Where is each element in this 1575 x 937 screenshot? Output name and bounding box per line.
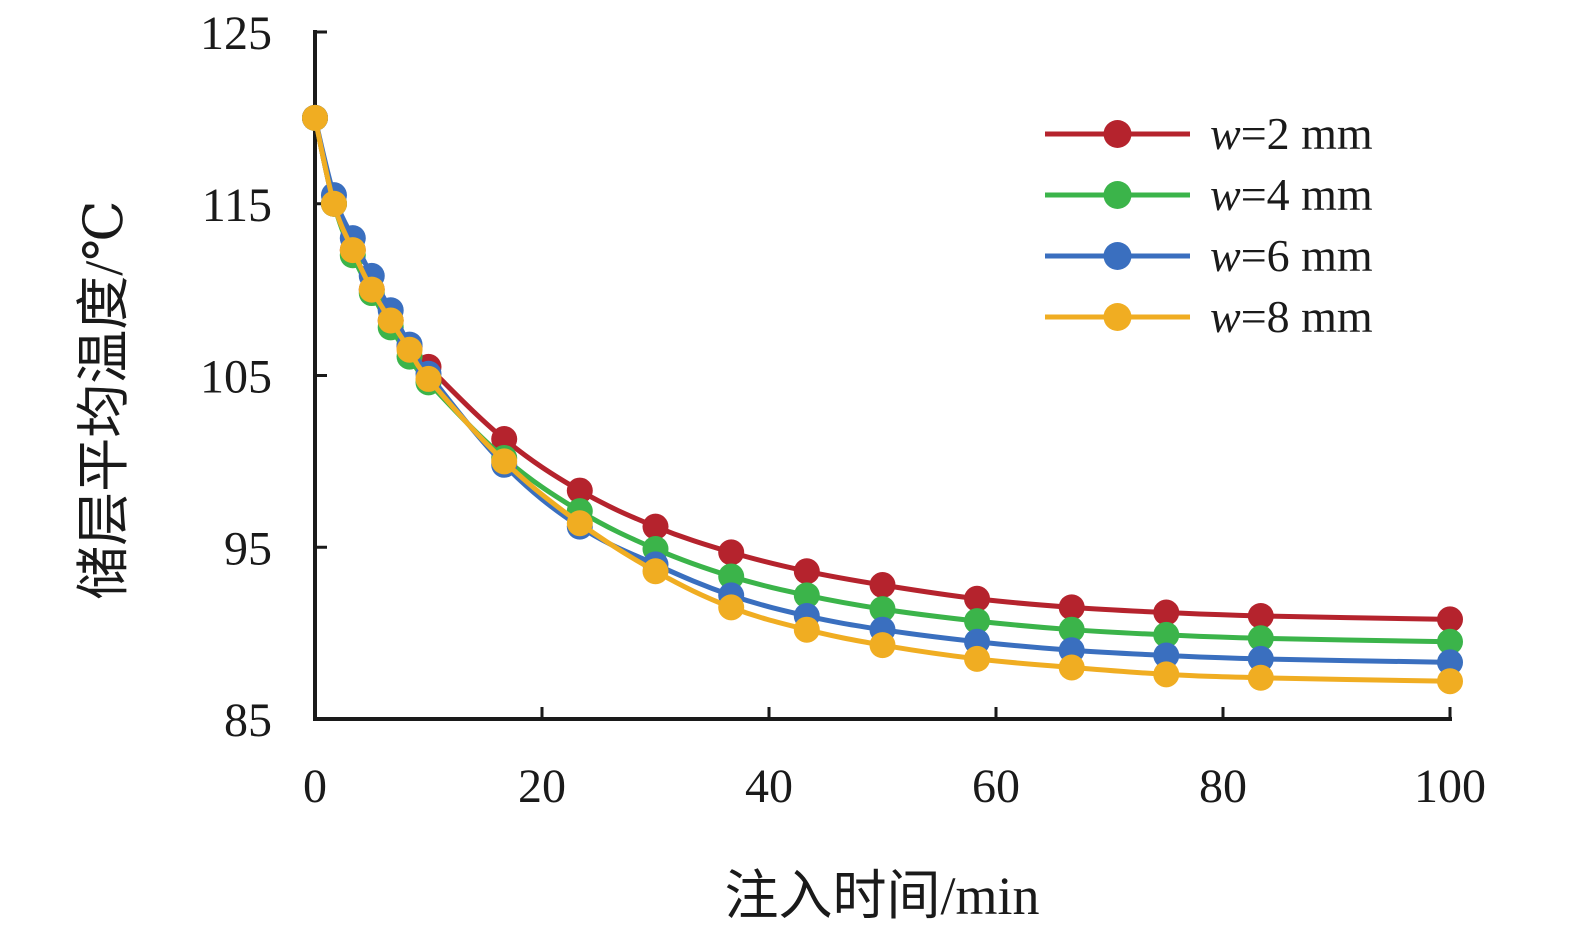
data-point bbox=[396, 336, 423, 363]
x-tick-label: 100 bbox=[1414, 760, 1486, 813]
data-point bbox=[1437, 628, 1463, 655]
data-point bbox=[964, 608, 991, 635]
legend-label-value: =8 mm bbox=[1241, 291, 1373, 342]
data-point bbox=[964, 585, 991, 612]
data-point bbox=[1247, 625, 1274, 652]
legend-swatch-marker bbox=[1103, 242, 1132, 270]
legend-swatch-marker bbox=[1103, 120, 1132, 148]
legend-label: w=8 mm bbox=[1210, 291, 1373, 342]
data-point bbox=[642, 558, 669, 585]
legend-item: w=2 mm bbox=[1045, 108, 1373, 159]
data-point bbox=[377, 307, 404, 334]
data-point bbox=[1437, 668, 1463, 695]
legend-label-variable: w bbox=[1210, 291, 1241, 342]
data-point bbox=[1153, 642, 1180, 669]
data-point bbox=[1247, 645, 1274, 672]
data-point bbox=[718, 563, 745, 590]
data-point bbox=[718, 539, 745, 566]
data-point bbox=[793, 558, 820, 585]
y-tick-label: 105 bbox=[200, 351, 272, 404]
legend-item: w=8 mm bbox=[1045, 291, 1373, 342]
x-ticks: 0 20 40 60 80 100 bbox=[303, 707, 1486, 813]
data-point bbox=[320, 190, 347, 217]
x-tick-label: 80 bbox=[1199, 760, 1247, 813]
y-axis-title: 储层平均温度/℃ bbox=[74, 200, 134, 599]
legend-label: w=6 mm bbox=[1210, 230, 1373, 281]
x-axis-title: 注入时间/min bbox=[724, 866, 1039, 926]
data-point bbox=[302, 104, 328, 131]
legend-label-value: =2 mm bbox=[1241, 108, 1373, 159]
data-point bbox=[1058, 594, 1085, 621]
data-point bbox=[415, 365, 442, 392]
legend-item: w=6 mm bbox=[1045, 230, 1373, 281]
data-point bbox=[1058, 654, 1085, 681]
x-tick-label: 0 bbox=[303, 760, 327, 813]
data-point bbox=[869, 632, 896, 659]
data-point bbox=[1247, 602, 1274, 629]
data-point bbox=[339, 237, 366, 264]
data-point bbox=[964, 645, 991, 672]
y-tick-label: 95 bbox=[224, 522, 272, 575]
data-point bbox=[566, 477, 593, 504]
y-ticks: 85 95 105 115 125 bbox=[200, 7, 327, 747]
data-point bbox=[1437, 606, 1463, 633]
legend-swatch-marker bbox=[1103, 303, 1132, 331]
data-point bbox=[793, 582, 820, 609]
data-point bbox=[1437, 649, 1463, 676]
series-layer bbox=[302, 104, 1463, 695]
data-point bbox=[869, 596, 896, 623]
legend-label-value: =6 mm bbox=[1241, 230, 1373, 281]
legend-label-variable: w bbox=[1210, 169, 1241, 220]
legend: w=2 mmw=4 mmw=6 mmw=8 mm bbox=[1045, 108, 1373, 342]
data-point bbox=[1153, 621, 1180, 648]
y-tick-label: 85 bbox=[224, 694, 272, 747]
legend-label: w=4 mm bbox=[1210, 169, 1373, 220]
legend-swatch-marker bbox=[1103, 181, 1132, 209]
data-point bbox=[1153, 661, 1180, 688]
data-point bbox=[1058, 616, 1085, 643]
data-point bbox=[718, 594, 745, 621]
legend-label: w=2 mm bbox=[1210, 108, 1373, 159]
data-point bbox=[642, 513, 669, 540]
legend-label-value: =4 mm bbox=[1241, 169, 1373, 220]
data-point bbox=[1153, 599, 1180, 626]
legend-label-variable: w bbox=[1210, 108, 1241, 159]
y-tick-label: 115 bbox=[202, 179, 272, 232]
series-4 bbox=[302, 104, 1463, 695]
legend-label-variable: w bbox=[1210, 230, 1241, 281]
x-tick-label: 40 bbox=[745, 760, 793, 813]
data-point bbox=[491, 426, 518, 453]
data-point bbox=[869, 572, 896, 599]
data-point bbox=[566, 510, 593, 537]
data-point bbox=[358, 276, 385, 303]
x-tick-label: 20 bbox=[518, 760, 566, 813]
y-tick-label: 125 bbox=[200, 7, 272, 60]
data-point bbox=[491, 448, 518, 475]
legend-item: w=4 mm bbox=[1045, 169, 1373, 220]
x-tick-label: 60 bbox=[972, 760, 1020, 813]
data-point bbox=[1247, 664, 1274, 691]
data-point bbox=[793, 616, 820, 643]
